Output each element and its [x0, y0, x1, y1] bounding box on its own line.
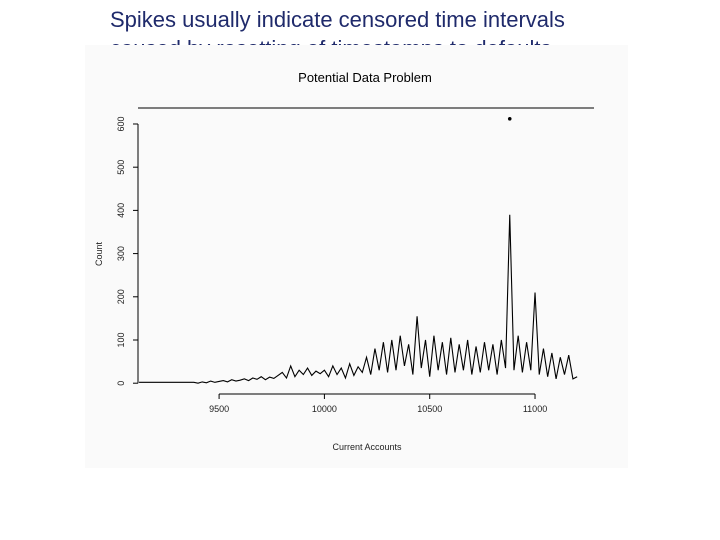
y-tick-label: 200: [116, 289, 126, 304]
slide-title-line: Spikes usually indicate censored time in…: [110, 7, 565, 32]
x-tick-label: 9500: [209, 404, 229, 414]
y-tick-label: 300: [116, 246, 126, 261]
y-axis-label: Count: [94, 242, 104, 267]
chart-background: [85, 45, 628, 468]
y-tick-label: 0: [116, 381, 126, 386]
x-tick-label: 10000: [312, 404, 337, 414]
x-tick-label: 10500: [417, 404, 442, 414]
y-tick-label: 400: [116, 203, 126, 218]
y-tick-label: 100: [116, 332, 126, 347]
data-line: [139, 214, 578, 384]
data-point: [507, 117, 512, 121]
y-tick-label: 600: [116, 116, 126, 131]
x-tick-label: 11000: [523, 404, 547, 414]
y-tick-label: 500: [116, 160, 126, 175]
x-axis-label: Current Accounts: [332, 442, 402, 452]
chart-title: Potential Data Problem: [298, 70, 432, 85]
